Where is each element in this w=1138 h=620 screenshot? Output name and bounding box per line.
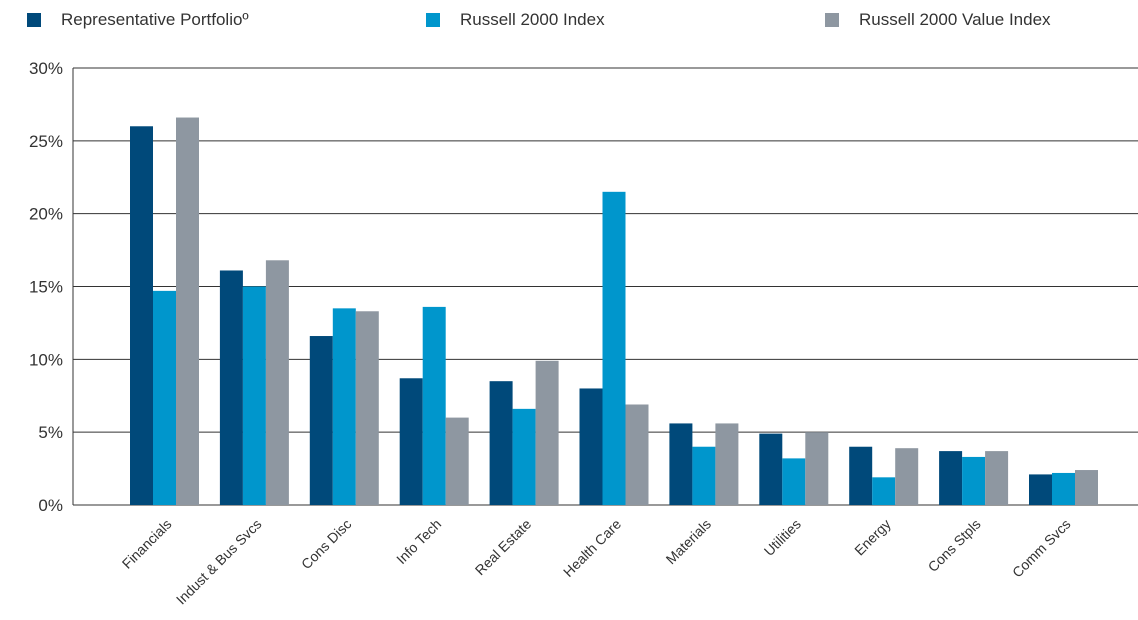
y-tick-label: 15% (29, 278, 63, 297)
bar-0-2 (176, 117, 199, 505)
legend-item-russell-2000-value: Russell 2000 Value Index (825, 10, 1051, 30)
legend-item-russell-2000: Russell 2000 Index (426, 10, 605, 30)
bar-8-1 (872, 477, 896, 505)
y-tick-label: 20% (29, 205, 63, 224)
x-category-label: Indust & Bus Svcs (173, 516, 265, 608)
x-category-label: Real Estate (472, 516, 535, 579)
legend-swatch-russell-2000 (426, 13, 440, 27)
bar-4-2 (535, 360, 559, 505)
x-category-label: Materials (663, 516, 714, 567)
x-category-label: Info Tech (393, 516, 444, 567)
bar-9-0 (939, 451, 963, 505)
x-category-label: Cons Stpls (925, 516, 984, 575)
bar-0-0 (130, 126, 153, 506)
y-tick-label: 30% (29, 59, 63, 78)
bar-6-0 (669, 423, 693, 505)
bar-4-0 (489, 381, 513, 505)
legend-label-russell-2000: Russell 2000 Index (460, 10, 605, 29)
legend-label-russell-2000-value: Russell 2000 Value Index (859, 10, 1051, 29)
bar-5-1 (602, 191, 626, 506)
bar-2-2 (355, 311, 379, 505)
x-category-label: Cons Disc (298, 516, 354, 572)
bar-7-0 (759, 433, 783, 505)
x-category-label: Utilities (761, 516, 804, 559)
bar-0-1 (153, 290, 176, 505)
bar-3-1 (422, 306, 446, 505)
bar-10-0 (1029, 474, 1052, 505)
bar-3-0 (399, 378, 423, 505)
bar-1-1 (242, 286, 266, 505)
y-tick-label: 5% (38, 423, 63, 442)
bar-8-0 (849, 446, 873, 505)
bar-9-2 (985, 451, 1009, 505)
bar-10-1 (1052, 472, 1075, 505)
legend-swatch-russell-2000-value (825, 13, 839, 27)
chart-legend: Representative Portfolioº Russell 2000 I… (0, 10, 1138, 36)
bar-6-1 (692, 446, 716, 505)
bar-2-0 (309, 336, 333, 505)
x-category-label: Energy (851, 516, 894, 559)
bar-3-2 (445, 417, 469, 505)
x-category-label: Health Care (560, 516, 624, 580)
bar-5-0 (579, 388, 603, 505)
legend-item-representative-portfolio: Representative Portfolioº (27, 10, 249, 30)
x-category-label: Financials (119, 516, 175, 572)
bar-1-2 (265, 260, 289, 505)
legend-swatch-representative-portfolio (27, 13, 41, 27)
legend-label-representative-portfolio: Representative Portfolioº (61, 10, 249, 29)
bar-6-2 (715, 423, 739, 505)
x-category-label: Comm Svcs (1009, 516, 1074, 581)
bar-1-0 (219, 270, 243, 505)
bar-7-2 (805, 432, 829, 505)
y-tick-label: 10% (29, 350, 63, 369)
bar-9-1 (962, 456, 986, 505)
bar-5-2 (625, 404, 649, 505)
bar-4-1 (512, 408, 536, 505)
y-tick-label: 25% (29, 132, 63, 151)
bar-2-1 (332, 308, 356, 505)
bar-8-2 (895, 448, 919, 505)
y-tick-label: 0% (38, 496, 63, 515)
bar-10-2 (1075, 470, 1098, 505)
bar-7-1 (782, 458, 806, 505)
